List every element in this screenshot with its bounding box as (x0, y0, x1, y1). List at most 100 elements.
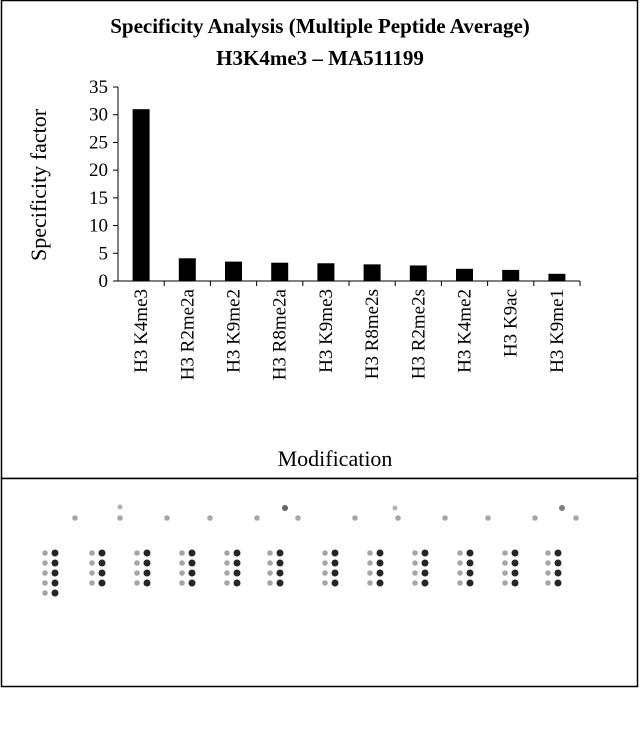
y-tick-label: 30 (89, 105, 108, 126)
blot-spot (331, 579, 339, 587)
blot-spot (367, 550, 373, 556)
blot-spot (98, 559, 106, 567)
x-tick-label: H3 K9me3 (316, 289, 337, 373)
bar (456, 268, 473, 281)
blot-spot (51, 549, 59, 557)
blot-spot (331, 559, 339, 567)
blot-spot (322, 580, 328, 586)
blot-spot (554, 559, 562, 567)
x-tick-label: H3 K4me3 (131, 289, 152, 373)
blot-spot (42, 550, 48, 556)
blot-spot (502, 550, 508, 556)
blot-spot (267, 560, 273, 566)
chart-panel (0, 0, 639, 480)
blot-spot (276, 579, 284, 587)
x-tick-label: H3 R2me2a (177, 288, 198, 380)
blot-spot (134, 570, 140, 576)
blot-spot (98, 549, 106, 557)
blot-spot (331, 549, 339, 557)
blot-spot (457, 560, 463, 566)
blot-spot (352, 515, 358, 521)
blot-spot (117, 515, 123, 521)
blot-spot (376, 559, 384, 567)
blot-spot (207, 515, 213, 521)
blot-spot (322, 550, 328, 556)
blot-spot (331, 569, 339, 577)
blot-spot (134, 580, 140, 586)
blot-spot (179, 580, 185, 586)
blot-spot (545, 560, 551, 566)
blot-spot (511, 559, 519, 567)
y-tick-label: 15 (89, 188, 108, 209)
blot-spot (421, 579, 429, 587)
blot-spot (367, 560, 373, 566)
blot-spot (89, 550, 95, 556)
blot-spot (412, 580, 418, 586)
blot-spot (267, 550, 273, 556)
blot-spot (545, 580, 551, 586)
blot-spot (367, 580, 373, 586)
blot-spot (421, 559, 429, 567)
blot-spot (188, 579, 196, 587)
blot-spot (457, 580, 463, 586)
blot-spot (224, 550, 230, 556)
blot-spot (511, 549, 519, 557)
x-tick-label: H3 R8me2a (270, 288, 291, 380)
blot-spot (412, 550, 418, 556)
x-tick-label: H3 R8me2s (362, 289, 383, 379)
blot-spot (188, 559, 196, 567)
blot-spot (267, 570, 273, 576)
x-tick-label: H3 K9me2 (224, 289, 245, 373)
x-tick-label: H3 K9ac (501, 289, 522, 357)
y-tick-label: 0 (99, 271, 109, 292)
blot-spot (412, 570, 418, 576)
blot-spot (276, 569, 284, 577)
blot-spot (224, 570, 230, 576)
bar (271, 262, 289, 281)
blot-spot (276, 559, 284, 567)
blot-spot (545, 550, 551, 556)
bar (317, 263, 335, 281)
blot-spot (233, 549, 241, 557)
blot-spot (233, 579, 241, 587)
blot-spot (554, 549, 562, 557)
blot-spot (188, 549, 196, 557)
bar (502, 269, 520, 281)
blot-panel (0, 477, 639, 688)
blot-spot (267, 580, 273, 586)
chart-subtitle: H3K4me3 – MA511199 (216, 46, 424, 70)
blot-spot (72, 515, 78, 521)
blot-spot (51, 559, 59, 567)
blot-spot (98, 579, 106, 587)
blot-spot (554, 569, 562, 577)
blot-spot (89, 580, 95, 586)
chart-title: Specificity Analysis (Multiple Peptide A… (110, 14, 530, 38)
blot-spot (179, 570, 185, 576)
y-tick-label: 20 (89, 160, 108, 181)
blot-spot (466, 549, 474, 557)
bar (363, 264, 381, 281)
blot-spot (573, 515, 579, 521)
y-tick-label: 35 (89, 77, 108, 98)
blot-spot (42, 580, 48, 586)
blot-spot (376, 549, 384, 557)
blot-spot (117, 504, 123, 510)
blot-spot (143, 569, 151, 577)
blot-spot (457, 570, 463, 576)
blot-image (42, 504, 579, 597)
blot-spot (164, 515, 170, 521)
blot-spot (466, 579, 474, 587)
blot-spot (466, 559, 474, 567)
blot-spot (188, 569, 196, 577)
blot-spot (51, 579, 59, 587)
blot-spot (392, 505, 398, 511)
blot-spot (502, 580, 508, 586)
blot-spot (254, 515, 260, 521)
blot-spot (224, 560, 230, 566)
blot-spot (282, 505, 288, 511)
blot-spot (376, 569, 384, 577)
blot-spot (485, 515, 491, 521)
blot-spot (395, 515, 401, 521)
blot-spot (322, 560, 328, 566)
blot-spot (179, 550, 185, 556)
